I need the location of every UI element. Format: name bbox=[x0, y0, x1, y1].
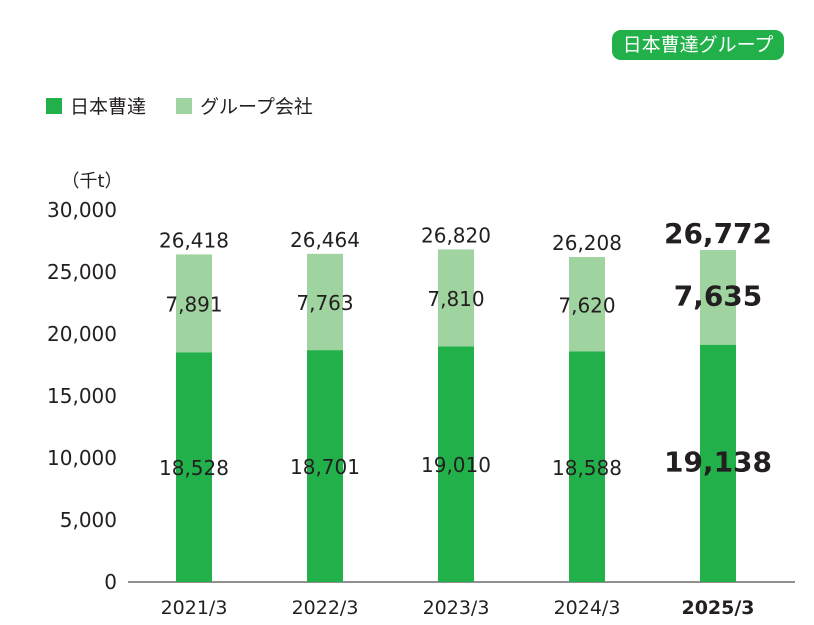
legend-item-nippon-soda: 日本曹達 bbox=[46, 92, 146, 119]
data-label: 7,620 bbox=[558, 293, 615, 317]
y-tick-label: 20,000 bbox=[47, 322, 117, 346]
y-tick-label: 25,000 bbox=[47, 260, 117, 284]
data-label: 7,763 bbox=[296, 291, 353, 315]
x-tick-label: 2025/3 bbox=[681, 597, 754, 619]
legend-item-group-companies: グループ会社 bbox=[176, 92, 313, 119]
legend-label: グループ会社 bbox=[200, 96, 313, 118]
legend-swatch bbox=[176, 97, 193, 114]
bar-group bbox=[438, 249, 474, 347]
data-label: 19,010 bbox=[421, 453, 491, 477]
y-tick-label: 10,000 bbox=[47, 446, 117, 470]
x-tick-label: 2022/3 bbox=[292, 597, 359, 619]
data-label: 18,701 bbox=[290, 455, 360, 479]
bar-group bbox=[176, 254, 212, 353]
company-group-badge: 日本曹達グループ bbox=[612, 30, 784, 60]
data-label: 18,588 bbox=[552, 456, 622, 480]
data-label: 18,528 bbox=[159, 456, 229, 480]
total-label: 26,820 bbox=[421, 223, 491, 247]
y-tick-label: 0 bbox=[104, 570, 117, 594]
data-label: 7,810 bbox=[427, 287, 484, 311]
bar-group bbox=[569, 257, 605, 352]
y-tick-label: 5,000 bbox=[60, 508, 117, 532]
y-tick-label: 15,000 bbox=[47, 384, 117, 408]
total-label: 26,208 bbox=[552, 231, 622, 255]
total-label: 26,418 bbox=[159, 228, 229, 252]
bar-nippon-soda bbox=[176, 352, 212, 582]
bar-nippon-soda bbox=[700, 344, 736, 582]
y-tick-label: 30,000 bbox=[47, 198, 117, 222]
bar-nippon-soda bbox=[569, 351, 605, 582]
legend: 日本曹達 グループ会社 bbox=[46, 92, 343, 119]
y-unit-label: （千t） bbox=[61, 171, 122, 192]
x-tick-label: 2024/3 bbox=[554, 597, 621, 619]
legend-label: 日本曹達 bbox=[70, 96, 147, 118]
data-label: 19,138 bbox=[664, 445, 772, 478]
total-label: 26,464 bbox=[290, 228, 360, 252]
total-label: 26,772 bbox=[664, 217, 772, 250]
data-label: 7,635 bbox=[674, 279, 763, 312]
bar-nippon-soda bbox=[438, 346, 474, 582]
x-tick-label: 2021/3 bbox=[161, 597, 228, 619]
data-label: 7,891 bbox=[165, 292, 222, 316]
bar-nippon-soda bbox=[307, 350, 343, 582]
x-tick-label: 2023/3 bbox=[423, 597, 490, 619]
bar-group bbox=[700, 250, 736, 345]
bar-group bbox=[307, 253, 343, 351]
legend-swatch bbox=[46, 97, 62, 114]
